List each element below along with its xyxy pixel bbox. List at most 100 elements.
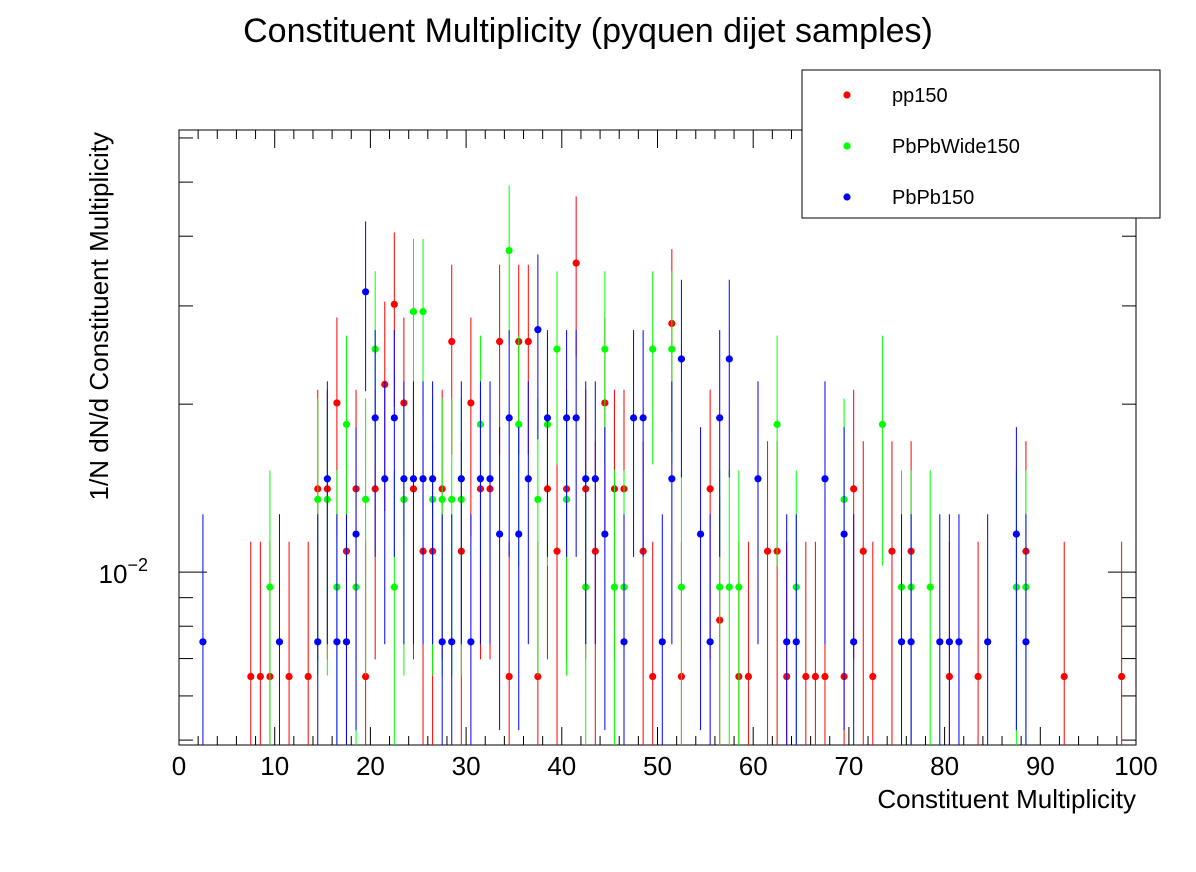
data-point: [658, 638, 666, 646]
data-point: [850, 485, 858, 493]
data-point: [342, 638, 351, 646]
data-point: [199, 638, 207, 646]
data-point: [572, 414, 580, 422]
data-point: [275, 638, 284, 646]
data-point: [1118, 672, 1126, 681]
legend-label-pp150: pp150: [892, 85, 948, 107]
data-point: [639, 414, 647, 422]
data-point: [553, 547, 561, 555]
data-point: [1060, 672, 1068, 681]
data-point: [371, 414, 379, 422]
data-point: [476, 475, 485, 483]
data-point: [677, 583, 686, 591]
x-tick-label: 90: [1026, 751, 1055, 781]
data-point: [333, 399, 341, 407]
data-point: [486, 475, 494, 483]
data-point: [266, 583, 274, 591]
data-point: [735, 583, 743, 591]
data-point: [457, 475, 465, 483]
data-point: [256, 672, 264, 681]
data-point: [601, 345, 609, 353]
data-point: [362, 495, 370, 504]
data-point: [390, 583, 398, 591]
data-point: [1012, 530, 1020, 538]
y-axis-label: 1/N dN/d Constituent Multiplicity: [84, 132, 114, 500]
data-point: [362, 672, 370, 681]
data-point: [821, 672, 829, 681]
x-axis-label: Constituent Multiplicity: [877, 784, 1136, 814]
x-tick-label: 20: [356, 751, 385, 781]
data-point: [524, 475, 532, 483]
data-point: [591, 475, 599, 483]
data-point: [505, 672, 513, 681]
data-point: [821, 475, 829, 483]
data-point: [323, 475, 331, 483]
data-point: [649, 345, 657, 353]
axis-ticks: [178, 130, 1137, 745]
data-point: [773, 420, 781, 428]
data-point: [409, 475, 418, 483]
data-point: [945, 638, 953, 646]
data-point: [974, 672, 982, 681]
data-point: [438, 638, 446, 646]
x-tick-label: 100: [1114, 751, 1157, 781]
x-tick-label: 30: [452, 751, 481, 781]
data-point: [362, 288, 370, 296]
data-point: [314, 495, 322, 504]
data-point: [955, 638, 963, 646]
legend: pp150 PbPbWide150 PbPb150: [801, 69, 1161, 219]
data-series: [199, 185, 1126, 745]
data-point: [505, 246, 513, 255]
data-point: [601, 530, 609, 538]
data-point: [582, 475, 590, 483]
data-point: [543, 414, 552, 422]
data-point: [754, 475, 762, 483]
data-point: [467, 399, 475, 407]
series-PbPb150: [199, 221, 1030, 745]
data-point: [314, 638, 322, 646]
legend-marker-pp150: [843, 91, 851, 99]
data-point: [524, 337, 532, 346]
y-tick-label: 10−2: [99, 555, 148, 589]
data-point: [907, 638, 915, 646]
data-point: [620, 638, 628, 646]
data-point: [725, 355, 733, 363]
data-point: [419, 475, 427, 483]
data-point: [869, 672, 877, 681]
data-point: [802, 672, 810, 681]
data-point: [448, 638, 456, 646]
data-point: [859, 547, 867, 555]
data-point: [888, 547, 896, 555]
data-point: [505, 414, 513, 422]
data-point: [668, 475, 676, 483]
data-point: [668, 345, 676, 353]
data-point: [285, 672, 293, 681]
y-tick-exponent: −2: [127, 555, 148, 575]
data-point: [706, 638, 714, 646]
data-point: [984, 638, 992, 646]
x-tick-label: 80: [930, 751, 959, 781]
data-point: [448, 337, 456, 346]
data-point: [783, 638, 791, 646]
data-point: [763, 547, 772, 555]
data-point: [562, 414, 571, 422]
data-point: [744, 672, 753, 681]
legend-box: [801, 69, 1161, 219]
data-point: [792, 638, 800, 646]
data-point: [534, 495, 542, 504]
data-point: [429, 475, 437, 483]
data-point: [610, 583, 619, 591]
data-point: [572, 259, 580, 267]
data-point: [936, 638, 944, 646]
x-tick-label: 40: [547, 751, 576, 781]
data-point: [342, 420, 351, 428]
legend-label-PbPb150: PbPb150: [892, 187, 974, 209]
data-point: [716, 583, 724, 591]
legend-label-PbPbWide150: PbPbWide150: [892, 136, 1020, 158]
data-point: [878, 420, 886, 428]
data-point: [696, 530, 705, 538]
data-point: [247, 672, 255, 681]
x-tick-label: 70: [834, 751, 863, 781]
data-point: [706, 485, 714, 493]
